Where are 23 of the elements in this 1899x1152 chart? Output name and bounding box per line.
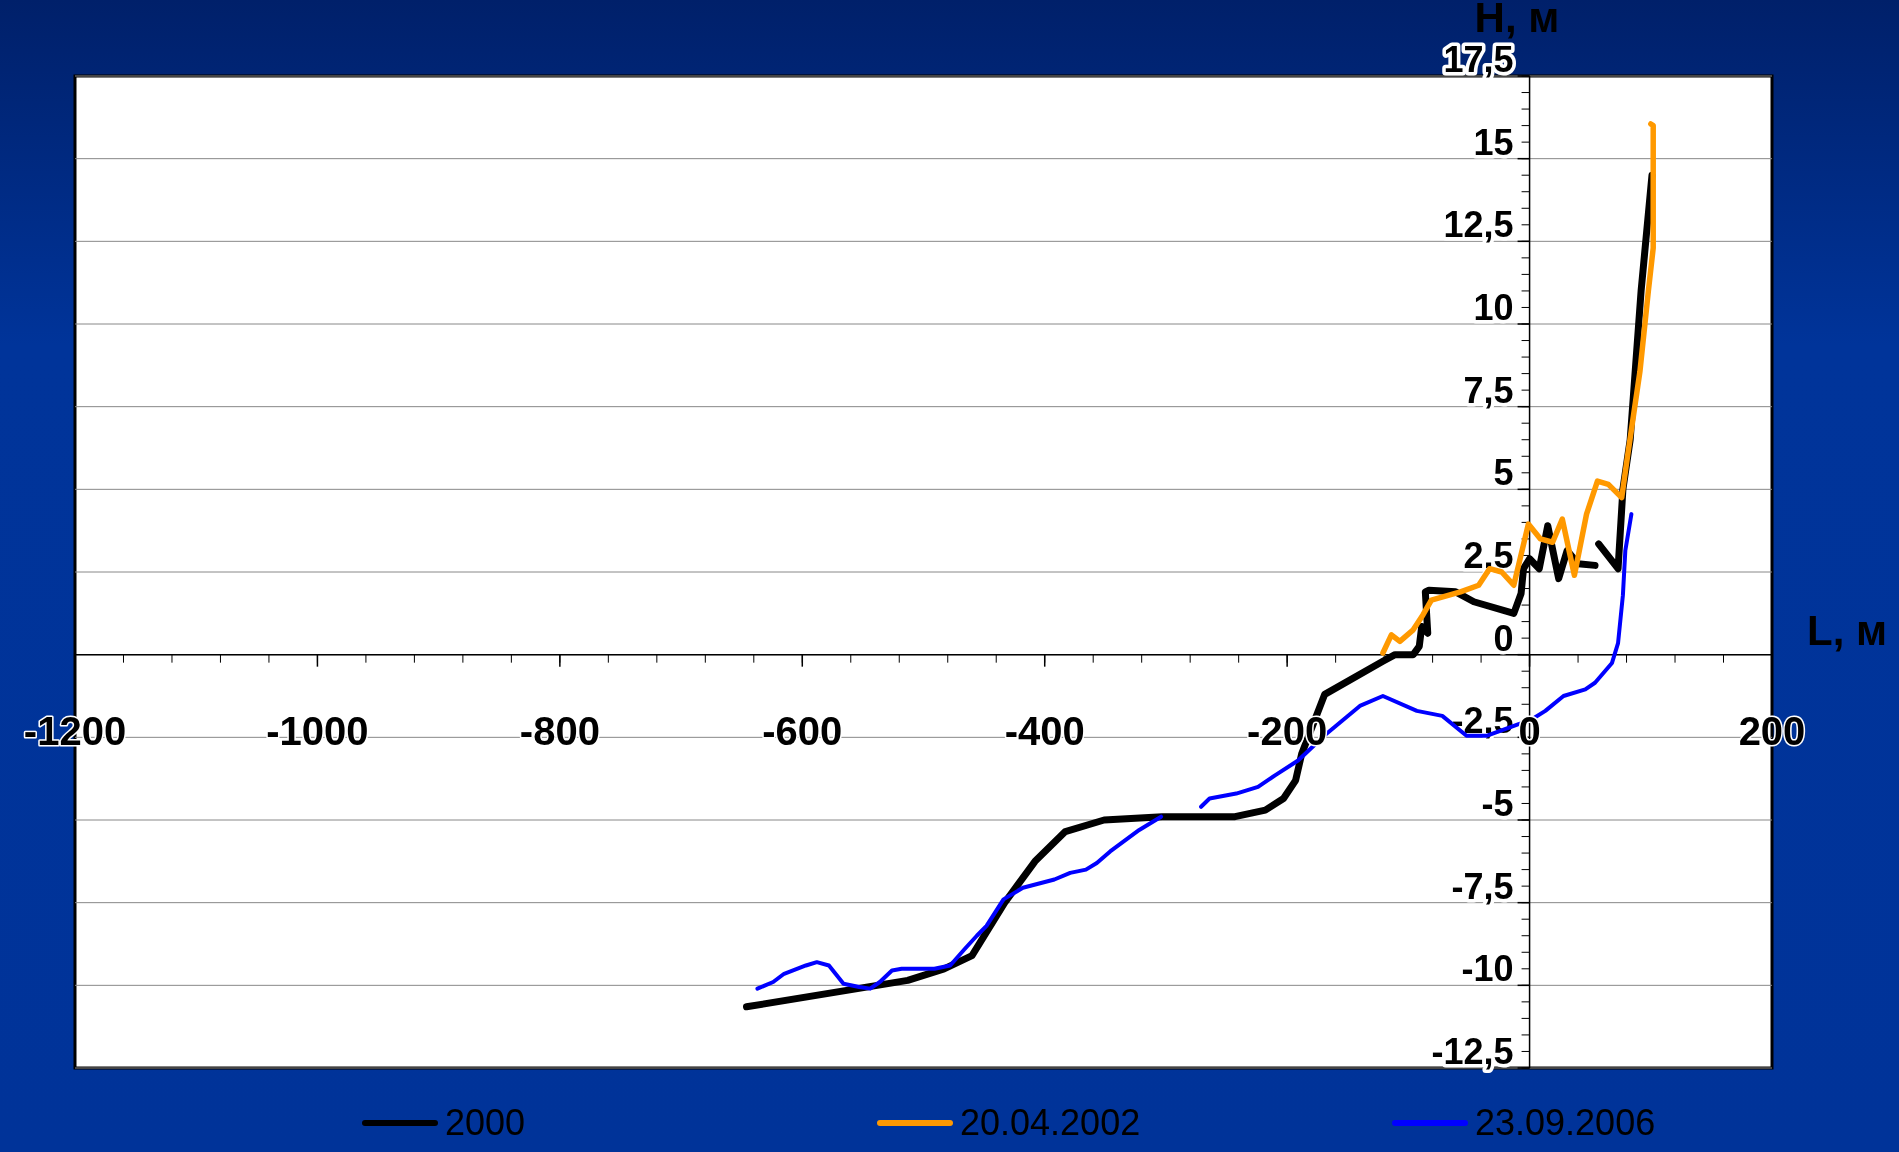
- legend-label: 23.09.2006: [1475, 1102, 1656, 1143]
- x-tick-label: -800: [519, 708, 600, 753]
- y-tick-label: 12,5: [1443, 204, 1514, 246]
- x-tick-label: -400: [1004, 708, 1085, 753]
- legend-label: 20.04.2002: [960, 1102, 1141, 1143]
- y-tick-label: 0: [1493, 617, 1514, 659]
- y-tick-label: -7,5: [1451, 865, 1514, 907]
- y-tick-label: 15: [1473, 121, 1514, 163]
- y-axis-title: H, м: [1474, 0, 1560, 41]
- y-tick-label: 5: [1493, 452, 1514, 494]
- y-tick-label: -12,5: [1431, 1031, 1514, 1072]
- x-tick-label: 200: [1738, 708, 1806, 753]
- y-tick-label: -10: [1461, 948, 1514, 990]
- x-tick-label: -1200: [23, 708, 127, 753]
- y-tick-label: 10: [1473, 287, 1514, 328]
- x-axis-title: L, м: [1807, 606, 1888, 654]
- y-tick-label: 17,5: [1443, 39, 1514, 80]
- y-tick-label: 2,5: [1463, 535, 1514, 576]
- legend-label: 2000: [445, 1102, 526, 1143]
- y-tick-label: -5: [1481, 783, 1514, 824]
- x-tick-label: -1000: [266, 708, 369, 753]
- y-tick-label: 7,5: [1463, 369, 1514, 411]
- x-tick-label: -600: [762, 708, 843, 753]
